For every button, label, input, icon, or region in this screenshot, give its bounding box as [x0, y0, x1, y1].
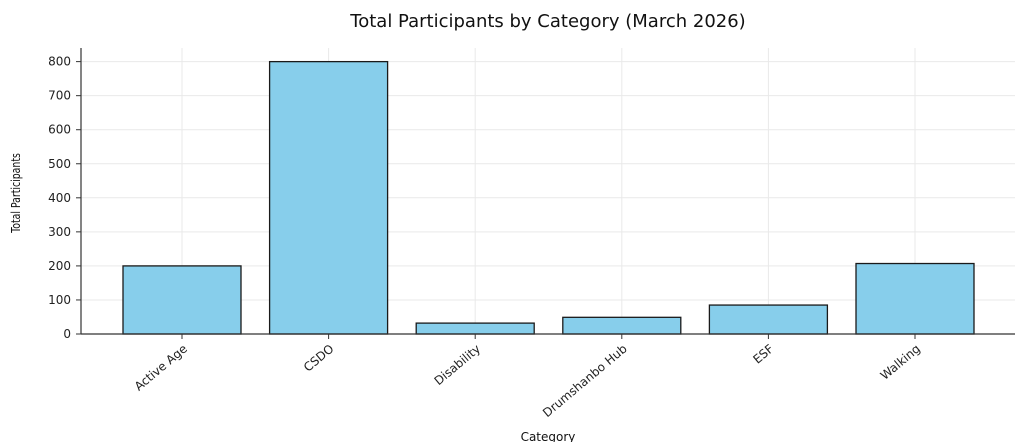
- y-tick-label: 700: [48, 89, 71, 103]
- bar: [708, 304, 829, 335]
- y-tick-label: 600: [48, 123, 71, 137]
- bars: [122, 60, 975, 335]
- y-tick-label: 100: [48, 293, 71, 307]
- y-tick-label: 300: [48, 225, 71, 239]
- y-tick-label: 400: [48, 191, 71, 205]
- x-tick-label: ESF: [750, 342, 776, 367]
- x-tick-label: Disability: [432, 342, 484, 388]
- bar: [562, 316, 682, 335]
- y-ticks: 0 100 200 300 400 500 600 700 800: [48, 55, 81, 341]
- bar: [268, 60, 389, 335]
- y-tick-label: 0: [63, 327, 71, 341]
- y-tick-label: 800: [48, 55, 71, 69]
- x-tick-label: Active Age: [132, 342, 190, 394]
- y-axis-label: Total Participants: [9, 153, 23, 234]
- y-tick-label: 200: [48, 259, 71, 273]
- y-tick-label: 500: [48, 157, 71, 171]
- bar: [122, 265, 242, 335]
- x-tick-label: Walking: [878, 342, 923, 383]
- bar: [855, 262, 975, 335]
- x-axis-label: Category: [521, 430, 576, 442]
- bar: [415, 322, 535, 335]
- x-tick-label: CSDO: [301, 342, 337, 375]
- chart-title: Total Participants by Category (March 20…: [349, 11, 745, 32]
- x-ticks: Active Age CSDO Disability Drumshanbo Hub ES…: [132, 334, 923, 420]
- x-tick-label: Drumshanbo Hub: [540, 342, 630, 420]
